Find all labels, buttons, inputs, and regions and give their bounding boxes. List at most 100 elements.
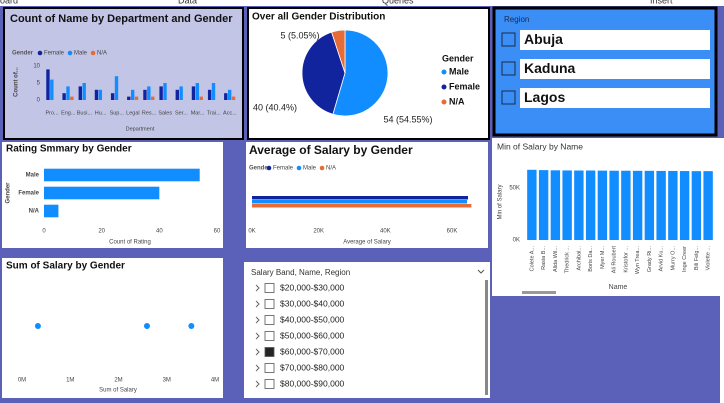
menu-item[interactable]: oard [0, 0, 18, 5]
bar [252, 196, 469, 200]
menu-item[interactable]: Data [178, 0, 197, 5]
point [34, 323, 41, 329]
pie-slice [332, 29, 389, 117]
data-label: 54 (54.55%) [383, 114, 432, 124]
bar [609, 170, 619, 240]
chart-title: Sum of Salary by Gender [6, 261, 125, 272]
bar [562, 170, 572, 240]
checkbox[interactable] [501, 90, 516, 105]
expand-icon[interactable] [255, 364, 260, 372]
menu-item[interactable]: Queries [382, 0, 414, 5]
title-box: Count of Name by Department and Gender [10, 13, 232, 25]
x-tick-label: Ali Roubert [612, 246, 618, 274]
x-tick-label: Busi... [77, 110, 93, 116]
scrollbar[interactable] [522, 291, 556, 294]
x-tick-label: Eng... [61, 110, 76, 116]
slicer-item-bg[interactable] [520, 59, 710, 79]
slicer-item-bg[interactable] [520, 88, 710, 108]
legend-marker [319, 165, 325, 171]
expand-icon[interactable] [255, 348, 260, 356]
x-tick-label: Colete A... [529, 246, 535, 272]
checkbox[interactable] [501, 32, 516, 47]
slicer-title: Region [504, 15, 529, 24]
x-tick-label: 20K [313, 229, 324, 235]
slicer-item[interactable]: $80,000-$90,000 [280, 378, 345, 388]
bar [66, 86, 70, 100]
checkbox[interactable] [264, 379, 275, 389]
x-tick-label: 4M [211, 378, 219, 384]
x-axis-label: Name [609, 284, 628, 291]
data-label: 40 (40.4%) [253, 102, 297, 112]
y-tick-label: Female [18, 191, 39, 197]
expand-icon[interactable] [255, 284, 260, 292]
bar [82, 83, 86, 100]
x-tick-label: 20 [98, 229, 105, 235]
bar [656, 170, 666, 240]
bar [252, 200, 468, 204]
legend-label: Male [303, 166, 317, 172]
x-tick-label: Grady Ri... [647, 246, 653, 273]
bar [211, 83, 216, 100]
y-tick-label: 0 [37, 98, 41, 104]
scrollbar[interactable] [485, 280, 488, 395]
x-tick-label: Ser... [175, 110, 188, 116]
expand-icon[interactable] [255, 332, 260, 340]
x-tick-label: Thedrick ... [565, 246, 571, 274]
x-tick-label: Bili Felg... [694, 246, 700, 271]
x-tick-label: Sales [158, 110, 172, 116]
legend-marker [37, 50, 43, 56]
x-tick-label: Pro... [46, 110, 60, 116]
bar [527, 169, 537, 240]
bar [585, 170, 596, 240]
expand-icon[interactable] [255, 380, 260, 388]
slicer-item[interactable]: $60,000-$70,000 [280, 346, 345, 356]
menu-bar [0, 0, 724, 6]
dropdown-icon[interactable] [477, 269, 485, 274]
x-tick-label: Acc... [223, 110, 237, 116]
slicer-item[interactable]: $30,000-$40,000 [280, 298, 345, 308]
bar [175, 89, 179, 100]
slicer-title: Salary Band, Name, Region [251, 268, 350, 277]
slicer-item[interactable]: $20,000-$30,000 [280, 282, 345, 292]
slicer-item-bg[interactable] [520, 30, 710, 50]
slicer-item[interactable]: $70,000-$80,000 [280, 362, 345, 372]
legend-marker [90, 50, 96, 56]
y-tick-label: N/A [29, 209, 40, 215]
expand-icon[interactable] [255, 316, 260, 324]
checkbox[interactable] [264, 347, 275, 357]
bar [134, 96, 139, 100]
chart-title: Over all Gender Distribution [252, 12, 385, 23]
chart-title: Min of Salary by Name [497, 141, 583, 151]
bar [199, 96, 203, 100]
panel [246, 142, 488, 248]
slicer-item[interactable]: Abuja [524, 31, 563, 47]
x-tick-label: 0M [18, 378, 26, 384]
x-tick-label: 0K [248, 229, 255, 235]
bar [538, 170, 549, 240]
checkbox[interactable] [264, 299, 275, 309]
chart-title: Rating Smmary by Gender [6, 144, 132, 155]
x-tick-label: Mar... [191, 110, 205, 116]
checkbox[interactable] [264, 315, 275, 325]
checkbox[interactable] [264, 331, 275, 341]
x-tick-label: Murry O... [670, 246, 676, 271]
expand-icon[interactable] [255, 300, 260, 308]
checkbox[interactable] [264, 363, 275, 373]
bar [147, 86, 151, 100]
legend-title: Gender [442, 53, 474, 63]
y-axis-label: Gender [6, 182, 12, 204]
y-tick-label: Male [26, 173, 40, 179]
slicer-item[interactable]: Lagos [524, 89, 565, 105]
slicer-item[interactable]: $50,000-$60,000 [280, 330, 345, 340]
slicer-item[interactable]: Kaduna [524, 60, 576, 76]
y-axis-label: Min of Salary [498, 184, 504, 219]
menu-item[interactable]: Insert [650, 0, 673, 5]
bar [207, 89, 212, 100]
checkbox[interactable] [264, 283, 275, 293]
slicer-item[interactable]: $40,000-$50,000 [280, 314, 345, 324]
checkbox[interactable] [501, 61, 516, 76]
bar [703, 171, 713, 240]
panel [3, 7, 244, 140]
x-axis-label: Department [126, 126, 155, 132]
